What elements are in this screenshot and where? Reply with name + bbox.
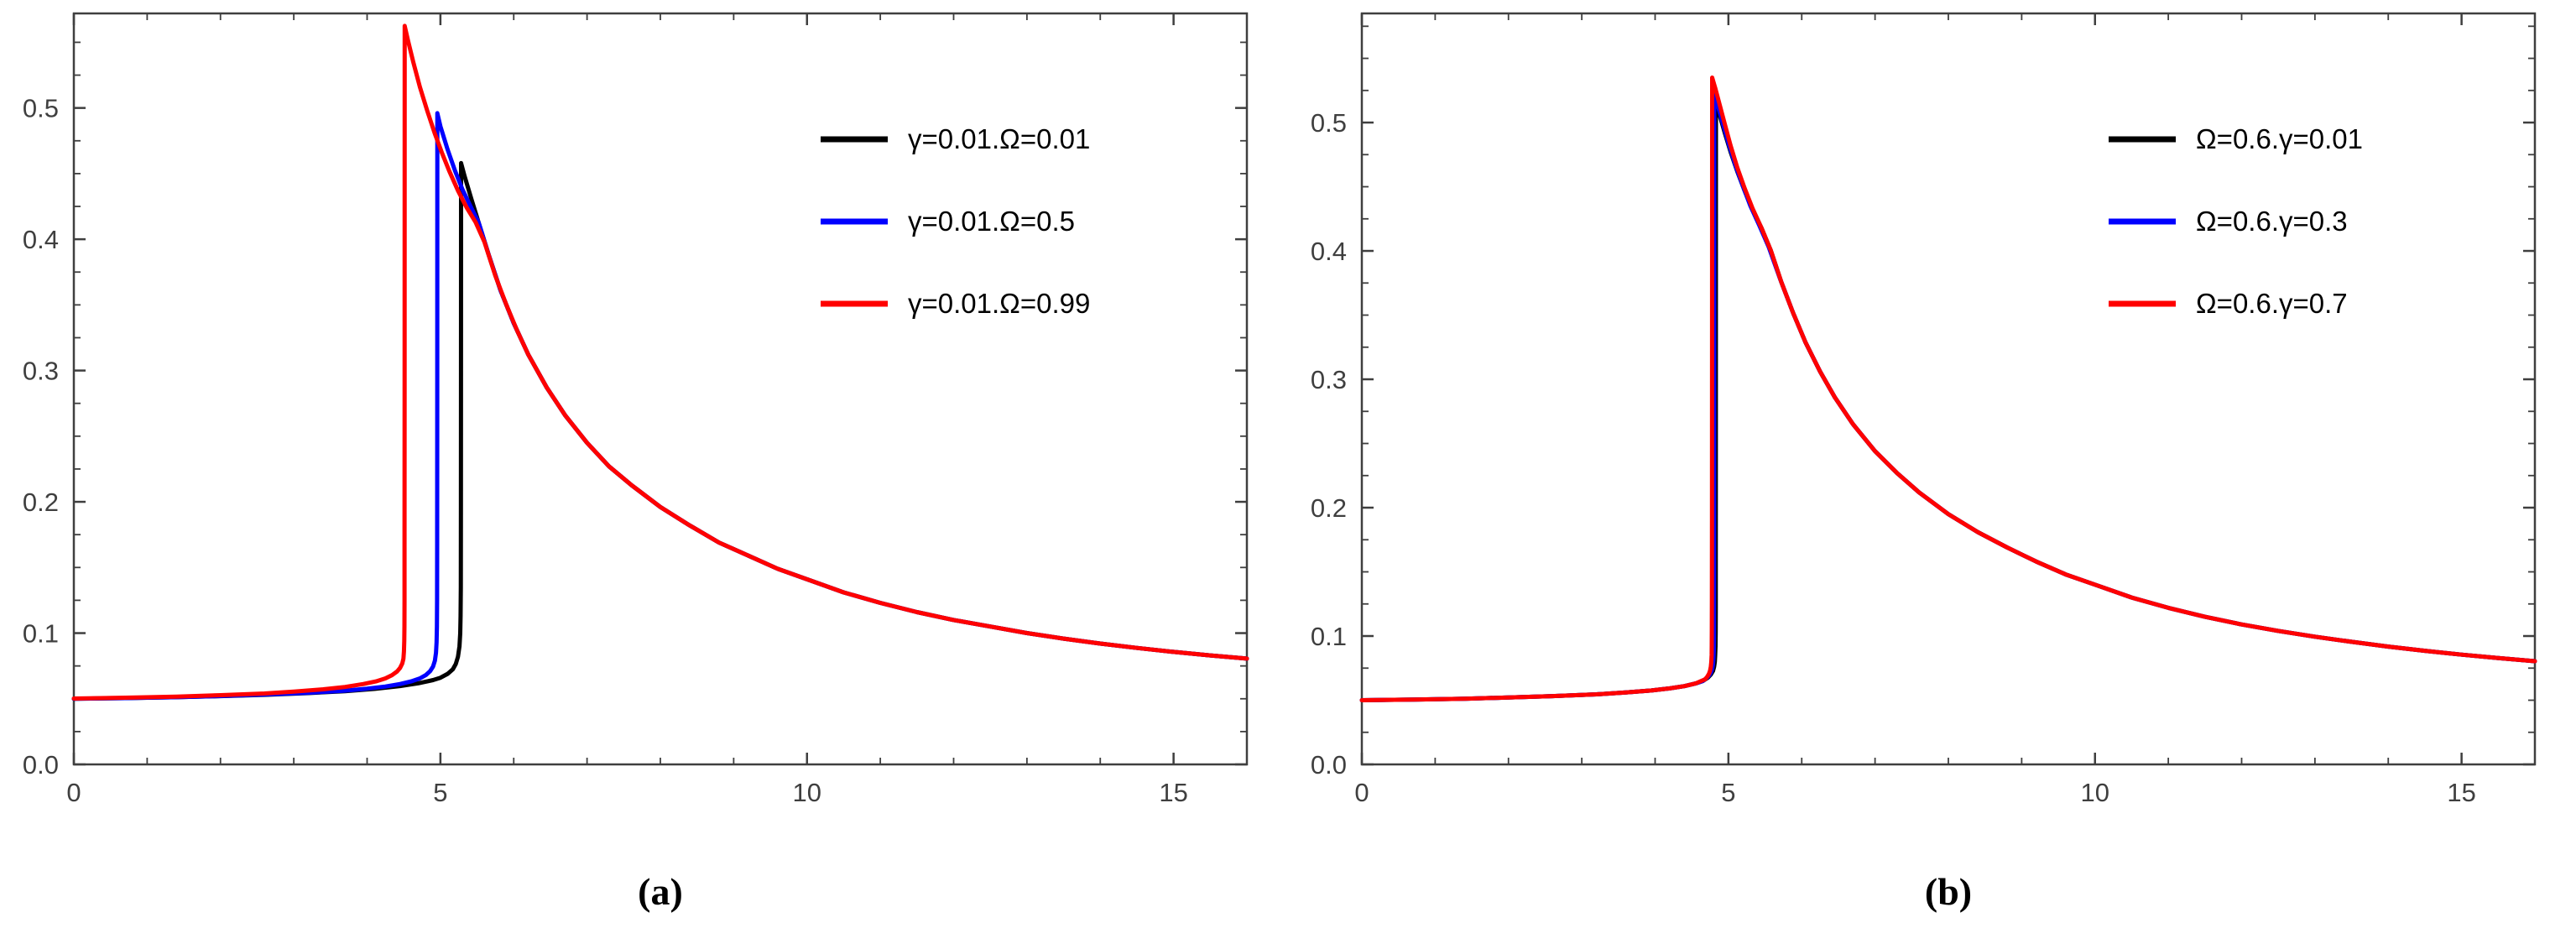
legend-label: Ω=0.6.γ=0.3 <box>2196 206 2348 237</box>
y-tick-label: 0.4 <box>1311 237 1347 266</box>
legend-label: γ=0.01.Ω=0.01 <box>908 123 1090 154</box>
x-tick-label: 15 <box>1159 778 1187 807</box>
y-tick-label: 0.0 <box>23 750 59 780</box>
caption-a: (a) <box>638 870 683 913</box>
legend-label: γ=0.01.Ω=0.5 <box>908 206 1075 237</box>
legend-label: γ=0.01.Ω=0.99 <box>908 288 1090 319</box>
y-tick-label: 0.2 <box>23 488 59 517</box>
chart-b-svg: 0 5 10 15 0.0 0.1 0.2 0.3 0.4 0.5 Ω=0.6.γ=0.01 Ω=0.… <box>1311 12 2537 807</box>
series-line <box>71 111 1249 701</box>
y-tick-label: 0.4 <box>23 225 59 254</box>
legend-label: Ω=0.6.γ=0.7 <box>2196 288 2348 319</box>
series-line <box>71 23 1249 701</box>
y-tick-label: 0.0 <box>1311 750 1347 780</box>
y-tick-label: 0.5 <box>1311 108 1347 138</box>
legend-label: Ω=0.6.γ=0.01 <box>2196 123 2363 154</box>
y-tick-label: 0.1 <box>1311 622 1347 651</box>
y-tick-label: 0.1 <box>23 619 59 649</box>
panel-a: 0 5 10 15 0.0 0.1 0.2 0.3 0.4 0.5 γ=0.01.Ω=0.01 γ=0… <box>23 12 1249 913</box>
x-tick-label: 5 <box>1721 778 1735 807</box>
y-tick-label: 0.3 <box>23 357 59 386</box>
series-line <box>1359 76 2537 702</box>
series-line <box>1359 91 2537 702</box>
x-tick-label: 10 <box>2081 778 2109 807</box>
x-tick-label: 0 <box>66 778 81 807</box>
x-tick-label: 5 <box>433 778 447 807</box>
y-tick-label: 0.3 <box>1311 365 1347 394</box>
x-tick-label: 0 <box>1354 778 1369 807</box>
x-tick-label: 10 <box>793 778 821 807</box>
series-line <box>1359 101 2537 702</box>
y-tick-label: 0.2 <box>1311 493 1347 523</box>
caption-b: (b) <box>1924 870 1973 913</box>
chart-a-svg: 0 5 10 15 0.0 0.1 0.2 0.3 0.4 0.5 γ=0.01.Ω=0.01 γ=0… <box>23 12 1249 807</box>
x-tick-label: 15 <box>2447 778 2475 807</box>
y-tick-label: 0.5 <box>23 94 59 123</box>
panel-b: 0 5 10 15 0.0 0.1 0.2 0.3 0.4 0.5 Ω=0.6.γ=0.01 Ω=0.… <box>1288 0 2576 949</box>
series-line <box>71 160 1249 701</box>
